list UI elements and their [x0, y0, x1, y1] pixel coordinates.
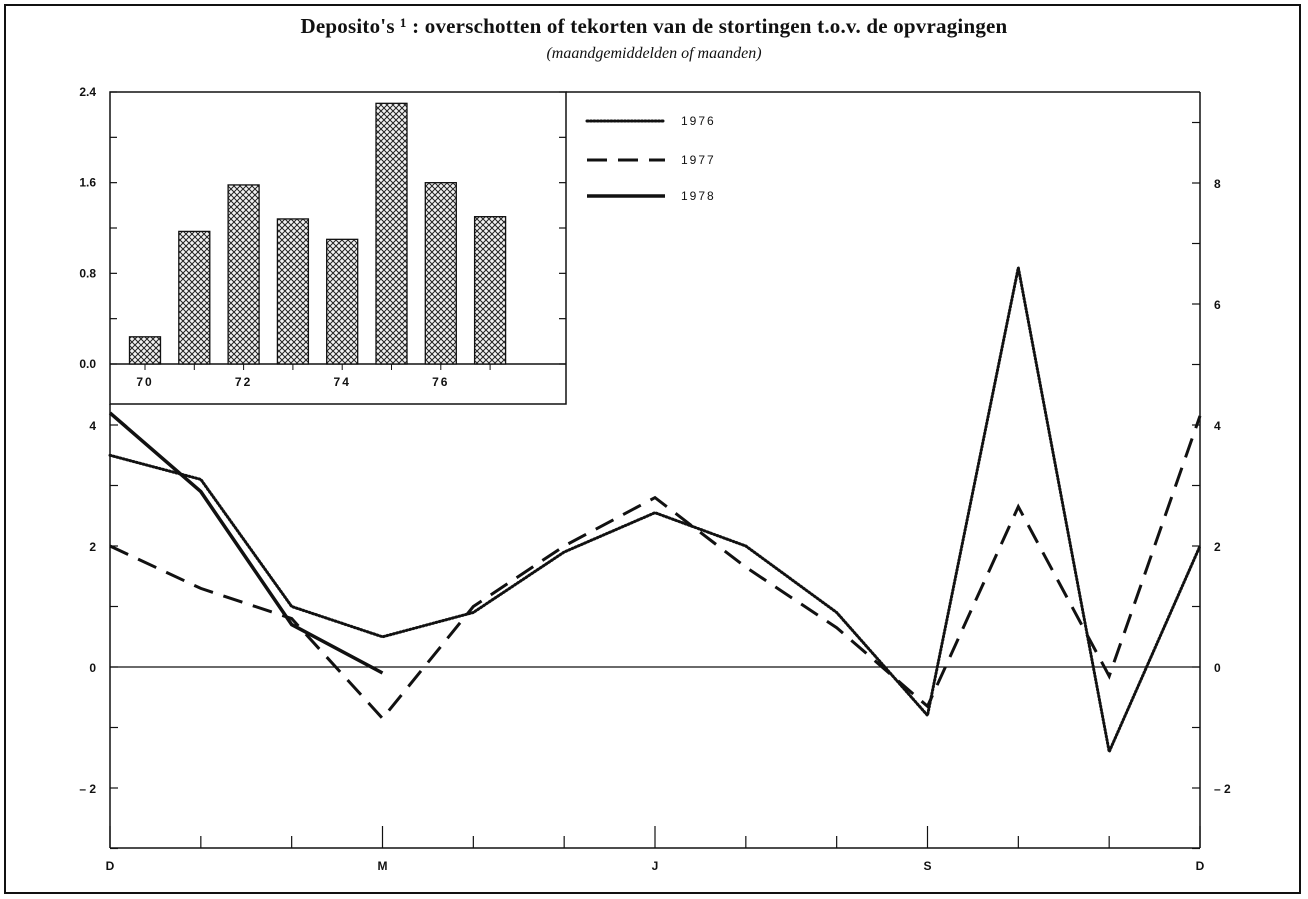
- inset-bar-70: [128, 336, 162, 365]
- inset-x-tick-label: 72: [235, 375, 252, 389]
- inset-bar-76: [424, 182, 457, 365]
- right-tick-label: 0: [1214, 661, 1221, 675]
- main-line-plot: D M J S D 4 2 0 – 2 8 6 4 2 0 – 2: [79, 91, 1231, 873]
- right-tick-label: 2: [1214, 540, 1221, 554]
- inset-bar-73: [276, 218, 310, 365]
- right-tick-label: 4: [1214, 419, 1221, 433]
- inset-bar-chart: 2.4 1.6 0.8 0.0 70 72 74 76: [79, 85, 567, 405]
- inset-bar-77: [473, 216, 507, 365]
- x-tick-label: J: [652, 859, 659, 873]
- inset-x-tick-label: 70: [136, 375, 153, 389]
- series-line-1977: [109, 415, 1202, 721]
- inset-y-tick-label: 1.6: [79, 176, 96, 190]
- inset-bar-71: [178, 230, 211, 365]
- legend: 1976 1977 1978: [585, 114, 716, 203]
- inset-bar-74: [326, 238, 359, 365]
- x-tick-label: M: [378, 859, 388, 873]
- inset-y-tick-label: 2.4: [79, 85, 96, 99]
- right-tick-label: – 2: [1214, 782, 1231, 796]
- inset-x-tick-label: 74: [334, 375, 351, 389]
- x-tick-label: S: [923, 859, 931, 873]
- x-tick-label: D: [106, 859, 115, 873]
- y-tick-label: – 2: [79, 782, 96, 796]
- inset-y-tick-label: 0.0: [79, 357, 96, 371]
- x-tick-label: D: [1196, 859, 1205, 873]
- inset-bar-75: [375, 102, 408, 365]
- inset-y-tick-label: 0.8: [79, 266, 96, 280]
- y-tick-label: 4: [89, 419, 96, 433]
- chart-title: Deposito's ¹ : overschotten of tekorten …: [300, 14, 1008, 38]
- y-tick-label: 2: [89, 540, 96, 554]
- series-line-1976: [108, 267, 1202, 757]
- right-tick-label: 8: [1214, 177, 1221, 191]
- inset-x-tick-label: 76: [432, 375, 449, 389]
- legend-label-1976: 1976: [681, 114, 716, 128]
- inset-bar-72: [227, 184, 260, 365]
- legend-label-1977: 1977: [681, 153, 716, 167]
- series-line-1978: [108, 411, 384, 675]
- legend-label-1978: 1978: [681, 189, 716, 203]
- chart-frame: [4, 4, 1301, 894]
- chart-subtitle: (maandgemiddelden of maanden): [546, 45, 762, 62]
- y-tick-label: 0: [89, 661, 96, 675]
- right-tick-label: 6: [1214, 298, 1221, 312]
